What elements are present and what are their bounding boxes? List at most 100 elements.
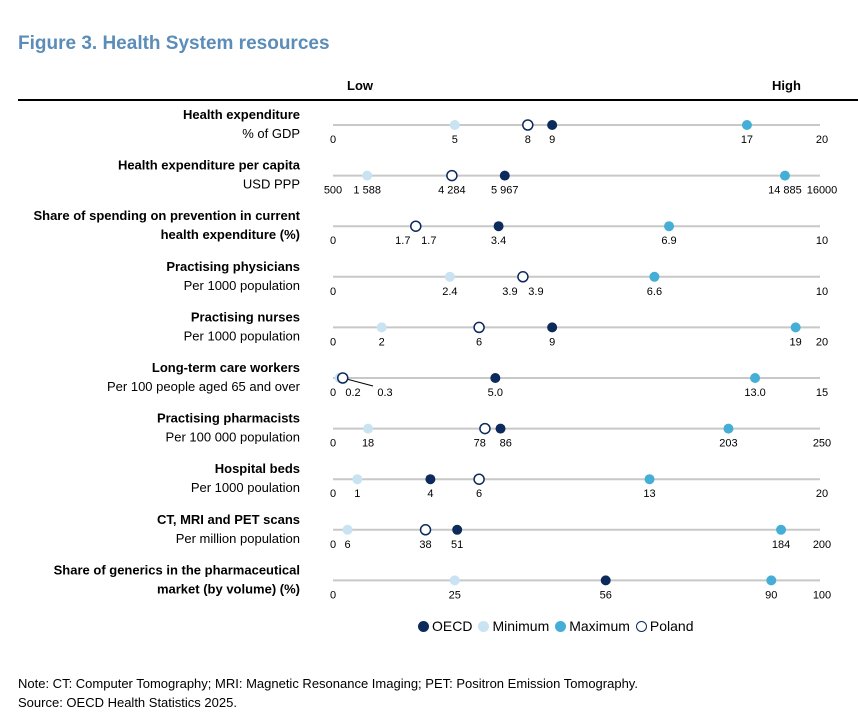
row-1-sublabel: % of GDP: [242, 126, 300, 141]
row-8-maximum-marker: [644, 474, 655, 485]
figure-title: Figure 3. Health System resources: [18, 33, 330, 54]
row-8-poland-value-label: 6: [476, 488, 482, 500]
row-10-sublabel: market (by volume) (%): [157, 581, 300, 596]
row-3-poland-marker: [410, 220, 422, 232]
legend-maximum: Maximum: [555, 618, 630, 634]
row-10-oecd-marker: [600, 575, 611, 586]
row-2-minimum-marker: [362, 170, 373, 181]
row-5-sublabel: Per 1000 population: [184, 328, 300, 343]
row-4-maximum-marker: [649, 271, 660, 282]
row-6-axis-max: 15: [816, 387, 828, 399]
row-2-label: Health expenditure per capita: [118, 158, 301, 173]
legend: OECD Minimum Maximum Poland: [418, 618, 700, 634]
row-2-poland-marker: [446, 169, 458, 182]
row-8-axis-min: 0: [330, 488, 336, 500]
row-5-poland-value-label: 6: [476, 336, 482, 348]
row-5-oecd-marker: [547, 322, 558, 333]
row-6-minimum-value-label: 0.2: [345, 387, 360, 399]
row-6-label: Long-term care workers: [152, 360, 300, 375]
row-4-minimum-marker: [444, 271, 455, 282]
row-4-oecd-value-label: 3.9: [528, 286, 543, 298]
row-8-sublabel: Per 1000 poulation: [191, 480, 300, 495]
row-10-label: Share of generics in the pharmaceutical: [54, 562, 300, 577]
row-10-minimum-marker: [449, 575, 460, 586]
row-2-poland-value-label: 4 284: [438, 185, 466, 197]
row-7-minimum-marker: [363, 423, 374, 434]
row-6-oecd-marker: [490, 373, 501, 383]
row-6-poland-value-label: 0.3: [377, 387, 392, 399]
row-1-maximum-marker: [741, 120, 752, 130]
row-1-axis-max: 20: [816, 134, 828, 146]
row-8-axis-max: 20: [816, 488, 828, 500]
row-8-minimum-marker: [352, 474, 363, 485]
row-5-axis-min: 0: [330, 336, 336, 348]
row-3-oecd-marker: [493, 221, 504, 232]
row-7-axis-max: 250: [813, 438, 831, 450]
legend-poland: Poland: [635, 618, 694, 634]
row-4-axis-min: 0: [330, 286, 336, 298]
legend-oecd-label: OECD: [432, 618, 473, 634]
row-3-sublabel: health expenditure (%): [161, 227, 300, 242]
row-3-poland-value-label: 1.7: [421, 235, 436, 247]
legend-oecd-marker: [418, 620, 429, 632]
row-5-axis-max: 20: [816, 336, 828, 348]
row-8-oecd-marker: [425, 474, 436, 485]
row-7-poland-value-label: 78: [474, 438, 486, 450]
row-4-axis-max: 10: [816, 286, 828, 298]
row-7-poland-marker: [479, 422, 491, 435]
row-6-axis-min: 0: [330, 387, 336, 399]
legend-minimum: Minimum: [478, 618, 549, 634]
row-2-maximum-marker: [779, 170, 790, 181]
row-10-oecd-value-label: 56: [600, 589, 612, 601]
row-8-maximum-value-label: 13: [643, 488, 655, 500]
row-2-axis-max: 16000: [807, 185, 838, 197]
scale-low-label: Low: [347, 78, 373, 93]
row-6-maximum-value-label: 13.0: [744, 387, 765, 399]
source-note: Source: OECD Health Statistics 2025.: [18, 695, 237, 710]
row-10-axis-min: 0: [330, 589, 336, 601]
row-9-maximum-marker: [776, 524, 787, 535]
row-3-minimum-value-label: 1.7: [395, 235, 410, 247]
row-1-maximum-value-label: 17: [741, 134, 753, 146]
row-2-oecd-marker: [499, 170, 510, 181]
row-7-label: Practising pharmacists: [157, 411, 300, 426]
row-7-minimum-value-label: 18: [362, 438, 374, 450]
row-5-poland-marker: [473, 321, 485, 334]
row-7-axis-min: 0: [330, 438, 336, 450]
row-7-maximum-value-label: 203: [719, 438, 737, 450]
row-6-oecd-value-label: 5.0: [488, 387, 503, 399]
row-1-axis-min: 0: [330, 134, 336, 146]
row-9-poland-value-label: 38: [419, 539, 431, 551]
row-9-poland-marker: [419, 524, 432, 536]
legend-poland-label: Poland: [649, 618, 694, 634]
legend-maximum-label: Maximum: [569, 618, 630, 634]
row-9-minimum-value-label: 6: [345, 539, 351, 551]
row-10-axis-max: 100: [813, 589, 831, 601]
row-7-oecd-value-label: 86: [500, 438, 512, 450]
row-10-minimum-value-label: 25: [449, 589, 461, 601]
row-4-maximum-value-label: 6.6: [647, 286, 662, 298]
row-9-sublabel: Per million population: [176, 531, 300, 546]
row-9-oecd-marker: [452, 524, 463, 535]
row-2-oecd-value-label: 5 967: [491, 185, 519, 197]
row-5-maximum-marker: [790, 322, 801, 333]
row-8-poland-marker: [473, 473, 485, 485]
row-3-oecd-value-label: 3.4: [491, 235, 506, 247]
row-7-maximum-marker: [723, 423, 734, 434]
row-3-axis-min: 0: [330, 235, 336, 247]
row-9-label: CT, MRI and PET scans: [157, 512, 300, 527]
row-9-oecd-value-label: 51: [451, 539, 463, 551]
row-7-oecd-marker: [495, 423, 506, 434]
row-1-minimum-marker: [449, 120, 460, 130]
row-3-maximum-value-label: 6.9: [661, 235, 676, 247]
row-6-maximum-marker: [750, 373, 761, 383]
row-1-oecd-value-label: 9: [549, 134, 555, 146]
header-rule: [18, 99, 858, 101]
row-1-minimum-value-label: 5: [452, 134, 458, 146]
footnote: Note: CT: Computer Tomography; MRI: Magn…: [18, 676, 638, 691]
row-8-label: Hospital beds: [215, 461, 300, 476]
row-9-maximum-value-label: 184: [772, 539, 790, 551]
legend-maximum-marker: [555, 620, 567, 632]
row-5-label: Practising nurses: [191, 309, 300, 324]
